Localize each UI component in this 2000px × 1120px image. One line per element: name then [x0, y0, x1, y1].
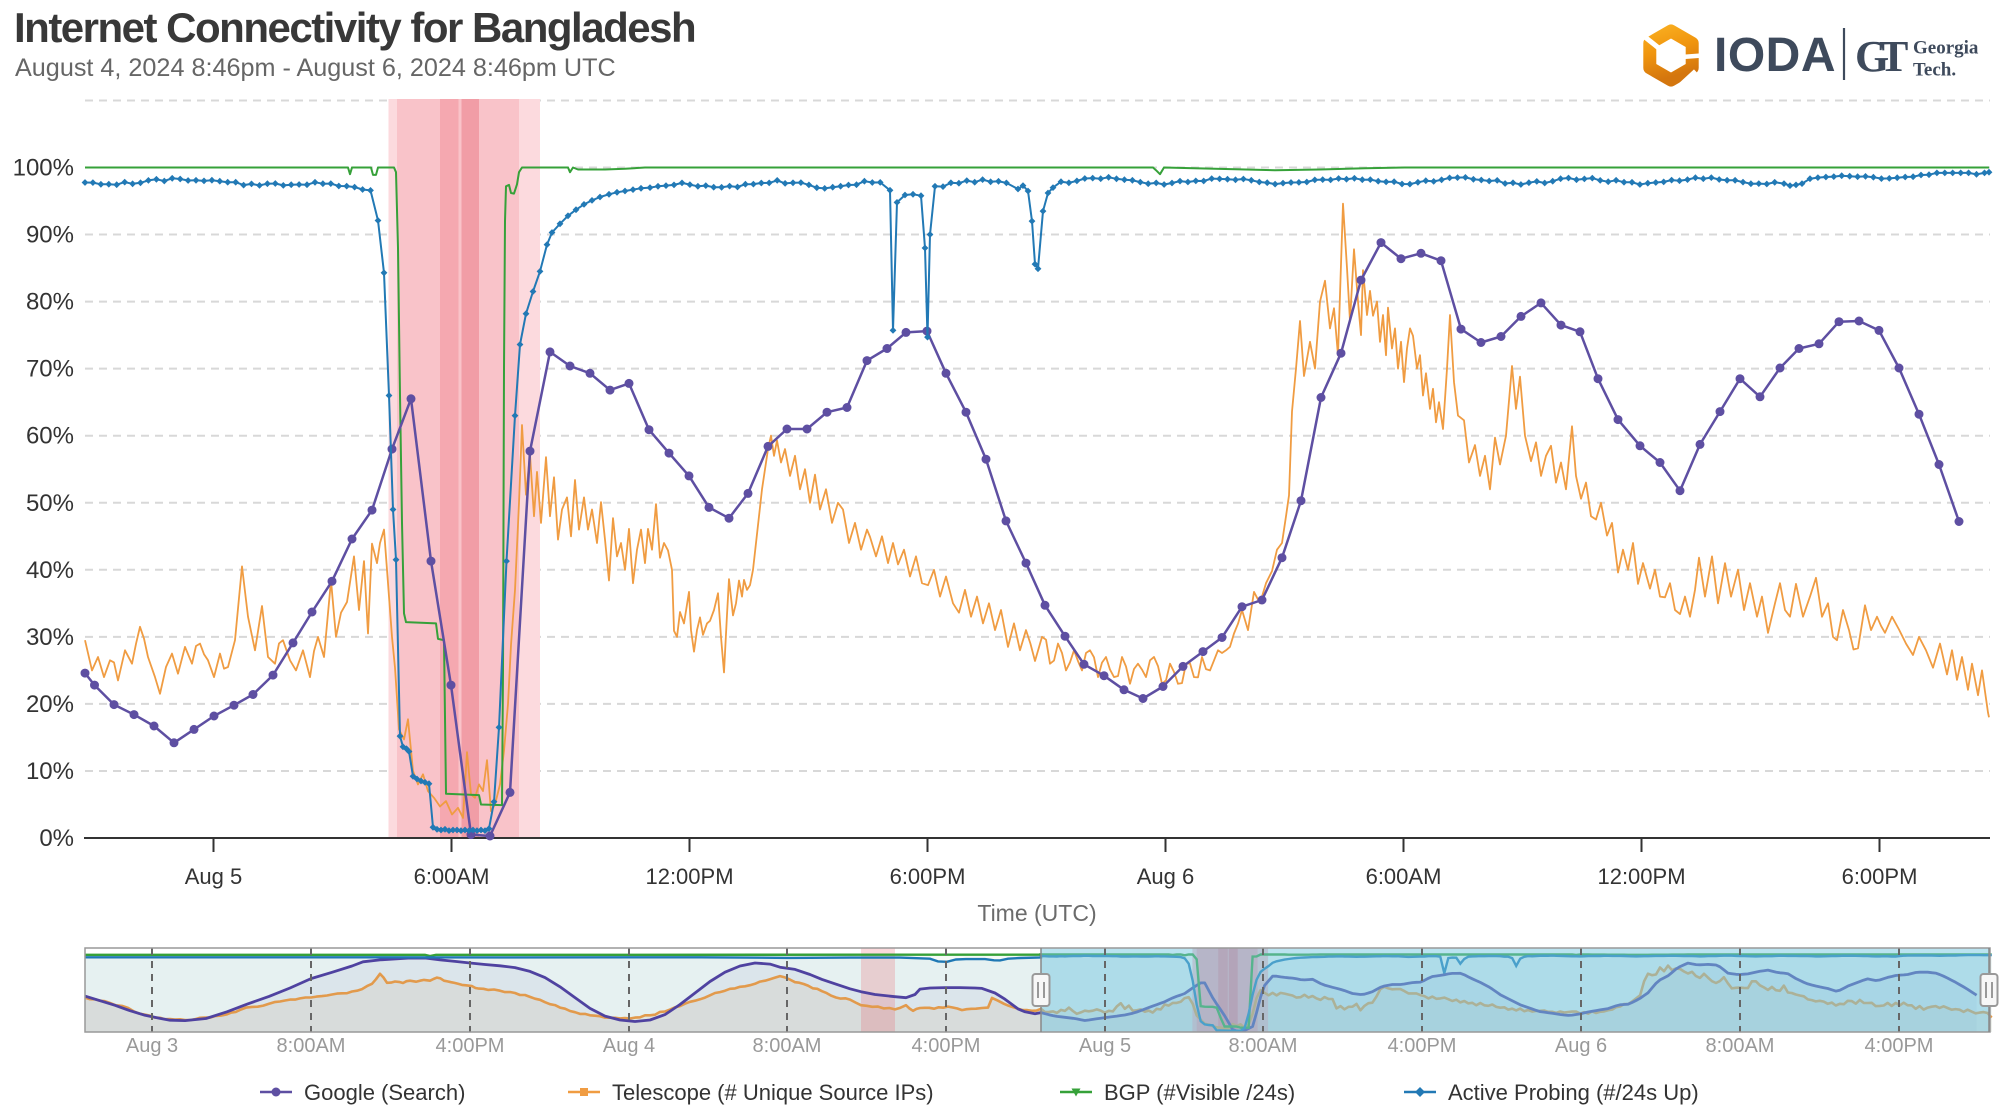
svg-text:70%: 70%: [26, 356, 74, 383]
svg-text:Time (UTC): Time (UTC): [977, 900, 1096, 926]
svg-text:Aug 5: Aug 5: [185, 864, 243, 889]
svg-text:IODA: IODA: [1714, 29, 1836, 82]
svg-text:T: T: [1879, 32, 1908, 81]
svg-text:Georgia: Georgia: [1913, 38, 1979, 59]
svg-text:Aug 6: Aug 6: [1137, 864, 1195, 889]
svg-text:Aug 4: Aug 4: [603, 1035, 655, 1057]
svg-text:8:00AM: 8:00AM: [1706, 1035, 1775, 1057]
svg-text:4:00PM: 4:00PM: [1388, 1035, 1457, 1057]
svg-text:8:00AM: 8:00AM: [753, 1035, 822, 1057]
svg-text:80%: 80%: [26, 289, 74, 316]
svg-text:6:00PM: 6:00PM: [890, 864, 966, 889]
svg-text:90%: 90%: [26, 222, 74, 249]
svg-text:Tech.: Tech.: [1913, 60, 1956, 81]
svg-text:100%: 100%: [13, 155, 74, 182]
svg-text:8:00AM: 8:00AM: [277, 1035, 346, 1057]
svg-text:4:00PM: 4:00PM: [912, 1035, 981, 1057]
svg-text:4:00PM: 4:00PM: [1865, 1035, 1934, 1057]
svg-text:8:00AM: 8:00AM: [1229, 1035, 1298, 1057]
svg-text:12:00PM: 12:00PM: [1597, 864, 1685, 889]
svg-text:4:00PM: 4:00PM: [436, 1035, 505, 1057]
svg-text:Aug 5: Aug 5: [1079, 1035, 1131, 1057]
svg-text:Telescope (# Unique Source IPs: Telescope (# Unique Source IPs): [612, 1080, 934, 1105]
svg-text:6:00AM: 6:00AM: [414, 864, 490, 889]
svg-text:0%: 0%: [39, 825, 74, 852]
svg-text:50%: 50%: [26, 490, 74, 517]
svg-text:30%: 30%: [26, 624, 74, 651]
svg-text:60%: 60%: [26, 423, 74, 450]
svg-text:40%: 40%: [26, 557, 74, 584]
svg-text:BGP (#Visible /24s): BGP (#Visible /24s): [1104, 1080, 1295, 1105]
svg-text:Aug 3: Aug 3: [126, 1035, 178, 1057]
svg-text:6:00PM: 6:00PM: [1842, 864, 1918, 889]
svg-text:20%: 20%: [26, 691, 74, 718]
svg-text:12:00PM: 12:00PM: [645, 864, 733, 889]
svg-text:Google (Search): Google (Search): [304, 1080, 465, 1105]
svg-text:Aug 6: Aug 6: [1555, 1035, 1607, 1057]
svg-text:Active Probing (#/24s Up): Active Probing (#/24s Up): [1448, 1080, 1699, 1105]
svg-text:10%: 10%: [26, 758, 74, 785]
svg-text:G: G: [1855, 32, 1889, 81]
svg-text:6:00AM: 6:00AM: [1366, 864, 1442, 889]
